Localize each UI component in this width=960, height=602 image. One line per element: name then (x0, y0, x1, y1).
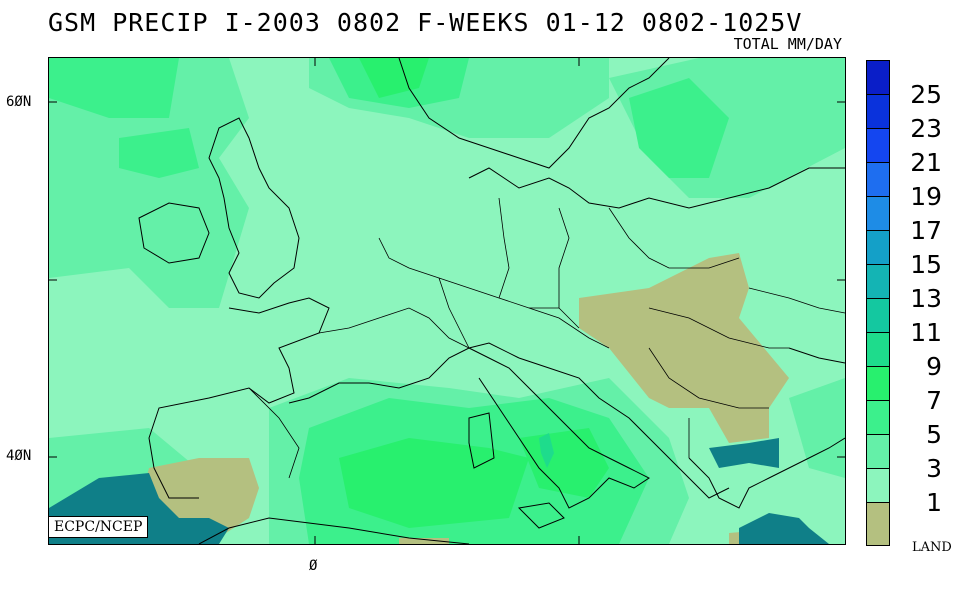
field-5-northeast (629, 78, 729, 178)
legend-level-label: 5 (926, 420, 942, 449)
legend-swatch (867, 299, 889, 333)
coast-italy (468, 347, 650, 509)
coast-scandinavia (398, 58, 670, 169)
coast-med-north (288, 342, 520, 404)
border-8 (648, 307, 789, 349)
legend-level-label: 25 (910, 80, 942, 109)
coast-adriatic (518, 357, 730, 499)
legend-level-label: 3 (926, 454, 942, 483)
legend-level-label: 23 (910, 114, 942, 143)
legend-swatch (867, 231, 889, 265)
legend-swatch (867, 469, 889, 503)
coast-sicily (517, 502, 565, 529)
coast-baltic (468, 167, 845, 209)
map-canvas (49, 58, 845, 544)
border-7 (528, 307, 610, 349)
field-11-aegean (709, 438, 779, 468)
legend-swatch (867, 95, 889, 129)
legend-level-label: 19 (910, 182, 942, 211)
legend-level-label: 1 (926, 488, 942, 517)
legend-swatch (867, 367, 889, 401)
legend-level-label: 9 (926, 352, 942, 381)
lat-label-40n: 4ØN (6, 448, 32, 464)
map-title: GSM PRECIP I-2003 0802 F-WEEKS 01-12 080… (48, 8, 803, 37)
color-legend (866, 60, 890, 546)
legend-swatch (867, 265, 889, 299)
credit-box: ECPC/NCEP (48, 516, 149, 538)
border-3 (438, 277, 470, 349)
border-9 (648, 347, 769, 409)
field-5-northwest (49, 58, 179, 118)
legend-swatch (867, 163, 889, 197)
legend-level-label: 11 (910, 318, 942, 347)
precip-map (48, 57, 846, 545)
border-12 (248, 387, 300, 479)
legend-level-label: 7 (926, 386, 942, 415)
legend-level-label: 17 (910, 216, 942, 245)
lon-label-0: Ø (309, 558, 318, 574)
legend-swatch (867, 129, 889, 163)
legend-swatch (867, 61, 889, 95)
field-9-tyrrhenian (539, 433, 554, 468)
field-11-se (739, 513, 829, 544)
legend-level-label: 13 (910, 284, 942, 313)
field-7-south (339, 438, 529, 528)
coast-ireland (138, 202, 210, 264)
legend-swatch (867, 333, 889, 367)
field-3-southeast (789, 378, 845, 478)
border-5 (558, 207, 580, 329)
field-3-west (49, 58, 249, 308)
border-1 (378, 237, 559, 309)
coastlines (138, 58, 845, 544)
border-4 (498, 197, 510, 299)
coast-africa (198, 517, 470, 544)
field-7-north (359, 58, 429, 98)
legend-level-label: 21 (910, 148, 942, 177)
land-south (399, 538, 449, 544)
field-5-brit (119, 128, 199, 178)
coast-black-sea (788, 347, 845, 364)
lat-label-60n: 6ØN (6, 94, 32, 110)
coast-greece (688, 437, 845, 509)
coast-british-isles (208, 117, 300, 299)
axis-ticks (49, 58, 845, 544)
border-11 (748, 287, 845, 314)
land-label: LAND (912, 540, 952, 555)
border-6 (608, 207, 740, 269)
units-label: TOTAL MM/DAY (733, 35, 842, 53)
border-2 (318, 307, 470, 349)
legend-land-swatch (867, 503, 889, 545)
land-balkans (579, 253, 789, 443)
country-borders (248, 197, 845, 479)
legend-swatch (867, 401, 889, 435)
legend-swatch (867, 197, 889, 231)
legend-swatch (867, 435, 889, 469)
coast-sardinia (468, 412, 495, 469)
coast-france-spain (148, 297, 330, 499)
legend-level-label: 15 (910, 250, 942, 279)
